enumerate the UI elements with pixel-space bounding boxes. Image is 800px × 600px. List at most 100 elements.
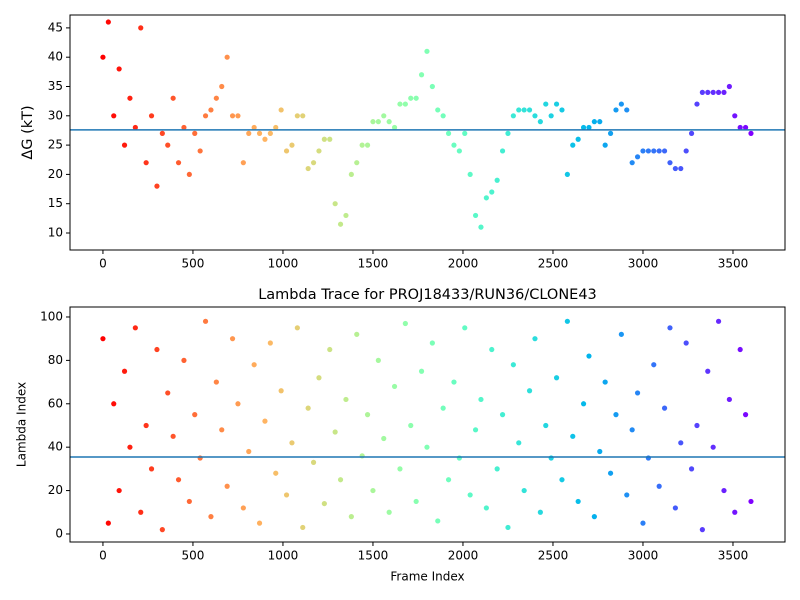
point (564, 171, 570, 178)
point (354, 160, 360, 166)
axes-frame (69, 306, 786, 543)
x-tick-label: 1500 (358, 549, 389, 563)
point (364, 142, 371, 148)
point (283, 148, 290, 154)
point (721, 89, 727, 95)
point (208, 514, 214, 520)
point (170, 433, 176, 439)
point (418, 368, 425, 374)
x-tick-label: 2000 (448, 549, 479, 563)
point (748, 130, 754, 136)
point (429, 340, 435, 346)
point (343, 396, 349, 403)
point (278, 388, 284, 394)
point (694, 422, 700, 429)
point (456, 148, 462, 154)
x-tick-label: 2000 (448, 257, 479, 271)
point (575, 136, 581, 142)
point (370, 119, 376, 125)
y-tick-label: 20 (48, 483, 63, 497)
point (564, 318, 570, 324)
point (337, 477, 344, 483)
point (305, 165, 311, 172)
point (364, 412, 371, 418)
point (402, 320, 408, 327)
point (121, 368, 128, 374)
point (683, 148, 689, 154)
point (213, 379, 219, 385)
point (629, 427, 635, 433)
point (694, 101, 700, 107)
point (607, 470, 614, 476)
point (148, 113, 155, 119)
point (186, 171, 192, 178)
point (202, 318, 209, 324)
x-tick-label: 0 (99, 549, 107, 563)
point (640, 520, 646, 526)
point (408, 422, 414, 429)
point (192, 130, 198, 136)
point (310, 160, 317, 166)
point (499, 148, 506, 154)
point (634, 154, 641, 160)
y-tick-label: 15 (48, 196, 63, 210)
point (678, 440, 684, 446)
point (224, 483, 230, 489)
y-tick-label: 25 (48, 138, 63, 152)
point (246, 130, 252, 136)
point (575, 498, 581, 505)
point (629, 160, 635, 166)
point (472, 427, 479, 433)
point (240, 160, 246, 166)
point (170, 95, 176, 101)
point (132, 325, 138, 331)
point (499, 412, 506, 418)
y-tick-label: 10 (48, 226, 63, 240)
point (321, 500, 327, 507)
point (316, 375, 322, 381)
point (262, 418, 268, 424)
point (148, 466, 155, 472)
point (634, 390, 641, 396)
point (397, 466, 403, 472)
point (435, 518, 441, 524)
point (294, 113, 300, 119)
point (111, 113, 117, 119)
point (683, 340, 689, 346)
y-tick-label: 60 (48, 396, 63, 410)
point (375, 357, 381, 363)
point (424, 48, 430, 54)
point (132, 124, 138, 131)
point (251, 124, 257, 131)
x-tick-label: 2500 (538, 549, 569, 563)
point (289, 440, 295, 446)
point (332, 201, 338, 207)
point (262, 136, 268, 142)
point (597, 448, 603, 455)
point (705, 368, 711, 374)
point (181, 357, 187, 363)
point (111, 401, 117, 407)
axes-frame (69, 14, 786, 251)
point (100, 54, 106, 60)
point (710, 89, 716, 95)
point (591, 514, 597, 520)
point (451, 142, 457, 148)
point (494, 177, 500, 183)
point (645, 148, 651, 154)
point (375, 119, 381, 125)
point (672, 505, 678, 511)
point (537, 119, 543, 125)
point (229, 336, 236, 342)
point (219, 427, 225, 433)
point (742, 412, 749, 418)
point (251, 362, 257, 368)
point (688, 466, 695, 472)
point (656, 483, 662, 489)
x-tick-label: 1500 (358, 257, 389, 271)
point (705, 89, 711, 95)
point (127, 95, 133, 101)
point (224, 54, 230, 60)
point (440, 405, 446, 411)
